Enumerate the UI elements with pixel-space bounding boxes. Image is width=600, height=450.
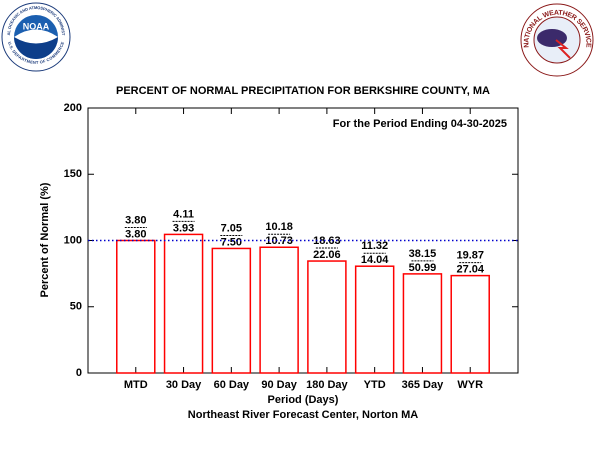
y-tick-label: 150: [64, 168, 82, 180]
x-tick-label: 90 Day: [261, 379, 297, 391]
noaa-text: NOAA: [23, 21, 50, 31]
y-tick-label: 0: [76, 367, 82, 379]
bar: [307, 260, 347, 374]
x-axis-label: Period (Days): [268, 394, 339, 406]
y-tick-label: 200: [64, 102, 82, 114]
observed-label: 11.32: [361, 240, 388, 252]
bar: [211, 247, 252, 374]
bar: [450, 274, 490, 374]
bar: [259, 246, 299, 374]
x-tick-label: 180 Day: [306, 379, 348, 391]
x-tick-label: 365 Day: [402, 379, 444, 391]
bar: [354, 265, 395, 374]
normal-label: 3.80: [125, 228, 146, 240]
bar: [116, 239, 156, 374]
observed-label: 19.87: [456, 250, 484, 262]
chart-title: PERCENT OF NORMAL PRECIPITATION FOR BERK…: [116, 85, 490, 97]
normal-label: 14.04: [361, 254, 389, 266]
chart-subtitle: For the Period Ending 04-30-2025: [333, 118, 507, 130]
normal-label: 27.04: [456, 264, 484, 276]
y-tick-label: 100: [64, 234, 82, 246]
y-tick-label: 50: [70, 301, 82, 313]
normal-label: 22.06: [313, 249, 341, 261]
bar: [402, 273, 443, 374]
observed-label: 3.80: [125, 214, 146, 226]
normal-label: 50.99: [409, 262, 437, 274]
footnote: Northeast River Forecast Center, Norton …: [188, 409, 418, 421]
x-tick-label: 30 Day: [166, 379, 202, 391]
observed-label: 38.15: [409, 248, 437, 260]
observed-label: 10.18: [265, 221, 293, 233]
x-tick-label: 60 Day: [214, 379, 250, 391]
x-tick-label: MTD: [124, 379, 148, 391]
y-axis-label: Percent of Normal (%): [39, 182, 51, 297]
x-tick-label: YTD: [364, 379, 386, 391]
observed-label: 7.05: [221, 222, 242, 234]
noaa-logo: NOAA NATIONAL OCEANIC AND ATMOSPHERIC AD…: [0, 0, 71, 72]
normal-label: 7.50: [221, 236, 242, 248]
normal-label: 3.93: [173, 222, 194, 234]
nws-logo: NATIONAL WEATHER SERVICE: [520, 3, 594, 77]
normal-label: 10.73: [265, 235, 293, 247]
bar: [163, 233, 204, 374]
observed-label: 4.11: [173, 208, 194, 220]
observed-label: 18.63: [313, 235, 341, 247]
x-tick-label: WYR: [457, 379, 483, 391]
